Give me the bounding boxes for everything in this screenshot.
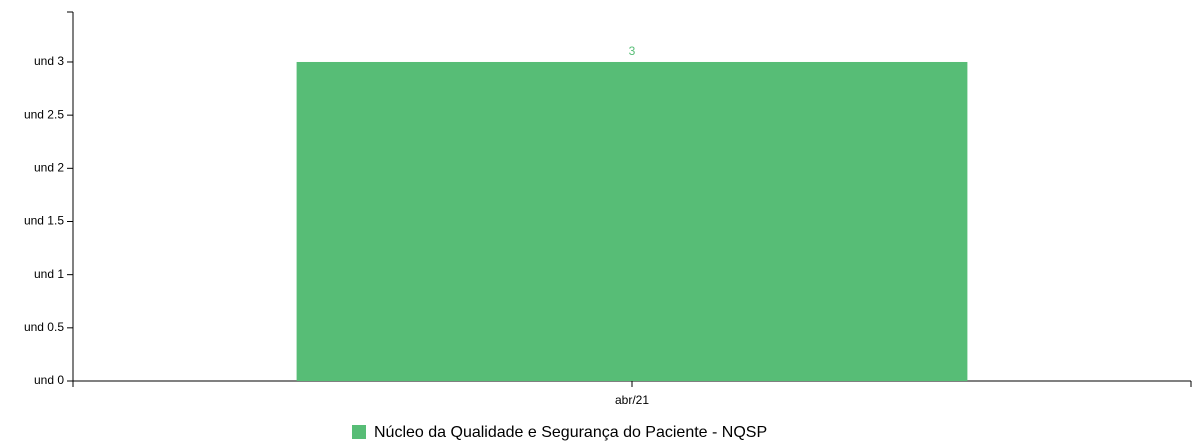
legend-swatch [352, 425, 366, 439]
y-tick-label: und 2.5 [24, 107, 64, 121]
legend-label: Núcleo da Qualidade e Segurança do Pacie… [374, 424, 767, 441]
y-tick-label: und 3 [34, 54, 64, 68]
y-tick-label: und 1 [34, 267, 64, 281]
y-tick-label: und 0 [34, 373, 64, 387]
y-tick-label: und 1.5 [24, 214, 64, 228]
bar [296, 61, 968, 381]
x-tick-label: abr/21 [615, 393, 649, 407]
data-label: 3 [629, 44, 636, 58]
y-tick-label: und 2 [34, 160, 64, 174]
y-tick-label: und 0.5 [24, 320, 64, 334]
